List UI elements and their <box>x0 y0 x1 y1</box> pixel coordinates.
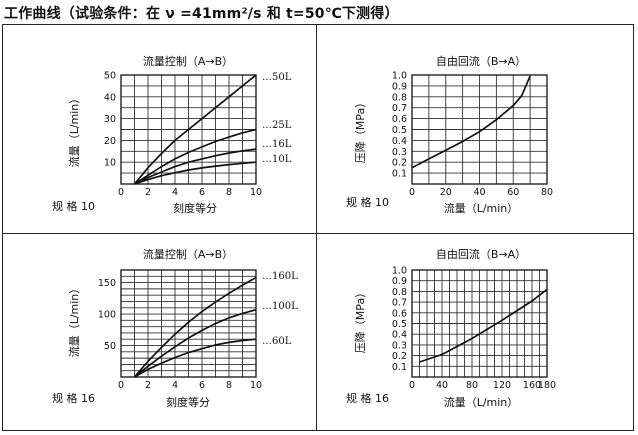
y-tick-label: 0.1 <box>392 169 407 180</box>
x-tick-label: 6 <box>199 187 205 198</box>
page-title: 工作曲线（试验条件：在 ν =41mm²/s 和 t=50℃下测得） <box>4 6 399 22</box>
y-axis-label: 压降（MPa） <box>353 97 367 163</box>
horizontal-divider <box>2 233 634 234</box>
series-line <box>411 75 531 169</box>
y-tick-label: 0.3 <box>392 340 407 351</box>
series-line <box>134 161 257 185</box>
series-line <box>134 338 257 378</box>
spec-label: 规 格 16 <box>346 391 389 405</box>
series-line <box>134 128 257 185</box>
x-axis-label: 流量（L/min） <box>444 201 519 215</box>
y-tick-label: 0.6 <box>392 114 407 125</box>
plot-frame <box>411 74 548 185</box>
x-tick-label: 8 <box>226 380 232 391</box>
x-tick-label: 0 <box>409 187 415 198</box>
x-tick-label: 8 <box>226 187 232 198</box>
y-tick-label: 20 <box>104 136 116 147</box>
y-tick-label: 10 <box>104 158 116 169</box>
x-tick-label: 80 <box>541 187 553 198</box>
y-tick-label: 1.0 <box>392 71 407 82</box>
x-tick-label: 80 <box>466 380 478 391</box>
x-tick-label: 160 <box>523 380 541 391</box>
y-tick-label: 0.2 <box>392 351 407 362</box>
x-axis-label: 刻度等分 <box>166 395 210 409</box>
x-tick-label: 180 <box>538 380 556 391</box>
y-axis-label: 流量（L/min） <box>67 283 81 358</box>
chart-title: 自由回流（B→A） <box>436 54 526 68</box>
y-tick-label: 50 <box>104 71 116 82</box>
spec-label: 规 格 16 <box>52 391 95 405</box>
y-tick-label: 0.4 <box>392 330 407 341</box>
x-tick-label: 10 <box>250 187 262 198</box>
plot-frame <box>411 269 548 378</box>
y-tick-label: 0.4 <box>392 136 407 147</box>
plot-frame <box>120 269 257 378</box>
series-label: …160L <box>262 271 298 282</box>
x-tick-label: 0 <box>409 380 415 391</box>
y-tick-label: 100 <box>98 310 116 321</box>
y-tick-label: 0.2 <box>392 158 407 169</box>
y-tick-label: 150 <box>98 278 116 289</box>
outer-frame <box>2 24 634 431</box>
y-tick-label: 0.1 <box>392 362 407 373</box>
chart-title: 流量控制（A→B） <box>143 247 233 261</box>
y-tick-label: 0.9 <box>392 276 407 287</box>
series-label: …100L <box>262 301 298 312</box>
x-tick-label: 2 <box>145 380 151 391</box>
y-tick-label: 50 <box>104 341 116 352</box>
y-axis-label: 压降（MPa） <box>353 287 367 353</box>
series-label: …60L <box>262 336 292 347</box>
x-tick-label: 10 <box>250 380 262 391</box>
x-axis-label: 刻度等分 <box>173 201 217 215</box>
y-tick-label: 0.5 <box>392 125 407 136</box>
x-tick-label: 0 <box>118 187 124 198</box>
y-tick-label: 0.8 <box>392 92 407 103</box>
series-line <box>419 288 548 363</box>
x-tick-label: 4 <box>172 380 178 391</box>
series-line <box>134 148 257 185</box>
spec-label: 规 格 10 <box>52 199 95 213</box>
series-line <box>133 308 257 378</box>
chart-title: 流量控制（A→B） <box>143 54 233 68</box>
y-tick-label: 0.9 <box>392 81 407 92</box>
y-tick-label: 30 <box>104 114 116 125</box>
x-tick-label: 40 <box>473 187 485 198</box>
x-tick-label: 6 <box>199 380 205 391</box>
y-tick-label: 0.5 <box>392 319 407 330</box>
y-tick-label: 0.8 <box>392 287 407 298</box>
y-tick-label: 0.7 <box>392 103 407 114</box>
x-tick-label: 40 <box>436 380 448 391</box>
y-tick-label: 0.7 <box>392 298 407 309</box>
x-axis-label: 流量（L/min） <box>444 395 519 409</box>
y-tick-label: 40 <box>104 92 116 103</box>
series-label: …10L <box>262 154 292 165</box>
series-line <box>133 74 257 185</box>
x-tick-label: 20 <box>440 187 452 198</box>
series-label: …50L <box>262 72 292 83</box>
y-tick-label: 1.0 <box>392 266 407 277</box>
x-tick-label: 0 <box>118 380 124 391</box>
x-tick-label: 120 <box>493 380 511 391</box>
series-label: …16L <box>262 139 292 150</box>
vertical-divider <box>316 24 317 431</box>
spec-label: 规 格 10 <box>346 195 389 209</box>
y-axis-label: 流量（L/min） <box>67 93 81 168</box>
chart-title: 自由回流（B→A） <box>436 247 526 261</box>
series-line <box>133 276 257 378</box>
x-tick-label: 60 <box>507 187 519 198</box>
y-tick-label: 0.3 <box>392 147 407 158</box>
series-label: …25L <box>262 120 292 131</box>
y-tick-label: 0.6 <box>392 308 407 319</box>
x-tick-label: 4 <box>172 187 178 198</box>
x-tick-label: 2 <box>145 187 151 198</box>
